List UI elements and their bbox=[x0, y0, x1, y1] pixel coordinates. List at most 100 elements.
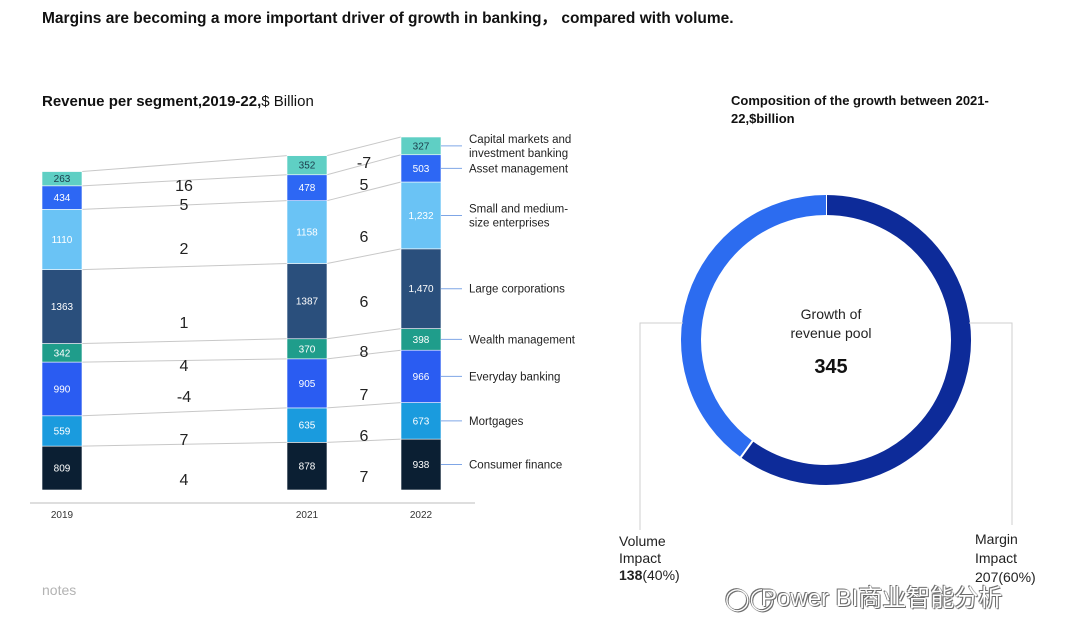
connector-line bbox=[326, 349, 402, 360]
bar-chart-title-unit: $ Billion bbox=[261, 93, 314, 110]
data-label: 503 bbox=[413, 164, 430, 175]
growth-rate-2021-2022: 6 bbox=[360, 294, 369, 311]
bar-small-and-medium-size-enterprises-2021 bbox=[286, 200, 328, 264]
data-label: 1363 bbox=[51, 302, 74, 313]
legend-label: Consumer finance bbox=[469, 460, 562, 472]
legend-label: Asset management bbox=[469, 163, 569, 175]
connector-line bbox=[81, 338, 288, 345]
bar-mortgages-2022 bbox=[400, 402, 442, 440]
volume-impact-name-1: Volume bbox=[619, 533, 666, 549]
growth-rate-2021-2022: -7 bbox=[357, 155, 371, 172]
bar-small-and-medium-size-enterprises-2019 bbox=[41, 209, 83, 270]
donut-separator bbox=[739, 439, 754, 459]
connector-line bbox=[326, 154, 402, 176]
bar-chart-title-bold: Revenue per segment,2019-22, bbox=[42, 93, 262, 110]
data-label: 1,470 bbox=[408, 284, 433, 295]
growth-rate-2019-2021: 2 bbox=[180, 241, 189, 258]
data-label: 342 bbox=[54, 348, 71, 359]
x-tick-label: 2022 bbox=[410, 510, 433, 521]
data-label: 635 bbox=[299, 421, 316, 432]
legend-label: Capital markets and investment banking bbox=[469, 134, 571, 160]
connector-line bbox=[326, 248, 402, 264]
connector-line bbox=[326, 438, 402, 443]
volume-impact-label: Volume Impact 138(40%) bbox=[619, 533, 680, 584]
legend-label: Everyday banking bbox=[469, 371, 560, 383]
margin-impact-value: 207 bbox=[975, 569, 999, 585]
data-label: 434 bbox=[54, 193, 71, 204]
connector-line bbox=[81, 200, 288, 210]
data-label: 559 bbox=[54, 426, 71, 437]
watermark-text: Power BI商业智能分析 bbox=[761, 585, 1003, 612]
connector-line bbox=[326, 181, 402, 202]
connector-line bbox=[81, 263, 288, 271]
legend-label-line: Large corporations bbox=[469, 284, 565, 296]
data-label: 1158 bbox=[296, 228, 318, 239]
data-label: 352 bbox=[299, 161, 316, 172]
data-label: 966 bbox=[413, 372, 430, 383]
growth-rate-2019-2021: 4 bbox=[180, 472, 189, 489]
data-label: 478 bbox=[299, 183, 316, 194]
data-label: 398 bbox=[413, 335, 430, 346]
watermark: ◯◯Power BI商业智能分析 bbox=[725, 578, 1002, 613]
growth-rate-2019-2021: 4 bbox=[180, 358, 189, 375]
legend-label: Large corporations bbox=[469, 284, 565, 296]
margin-impact-name-2: Impact bbox=[975, 550, 1018, 566]
margin-impact-name-1: Margin bbox=[975, 531, 1018, 547]
data-label: 878 bbox=[299, 462, 316, 473]
legend-label-line: Consumer finance bbox=[469, 460, 562, 472]
data-label: 938 bbox=[413, 460, 430, 471]
legend-label-line: Mortgages bbox=[469, 416, 524, 428]
volume-impact-value: 138 bbox=[619, 567, 643, 583]
data-label: 1110 bbox=[52, 235, 73, 246]
bar-capital-markets-and-investment-banking-2019 bbox=[41, 171, 83, 187]
bar-small-and-medium-size-enterprises-2022 bbox=[400, 181, 442, 250]
growth-rate-2021-2022: 5 bbox=[360, 177, 369, 194]
legend-label: Small and medium-size enterprises bbox=[469, 203, 568, 229]
bar-consumer-finance-2021 bbox=[286, 442, 328, 491]
data-label: 809 bbox=[54, 464, 71, 475]
legend-label-line: investment banking bbox=[469, 148, 568, 160]
growth-rate-2019-2021: 7 bbox=[180, 432, 189, 449]
data-label: 370 bbox=[299, 344, 316, 355]
connector-line bbox=[81, 174, 288, 187]
volume-impact-percent: (40%) bbox=[642, 567, 680, 583]
donut-slice-margin-impact bbox=[740, 195, 971, 485]
margin-impact-percent: (60%) bbox=[998, 569, 1036, 585]
bar-chart-title: Revenue per segment,2019-22,$ Billion bbox=[42, 93, 314, 110]
bar-large-corporations-2022 bbox=[400, 248, 442, 329]
connector-line bbox=[81, 407, 288, 417]
bar-everyday-banking-2019 bbox=[41, 361, 83, 417]
data-label: 327 bbox=[413, 141, 430, 152]
wechat-icon: ◯◯ bbox=[725, 586, 775, 611]
bar-mortgages-2019 bbox=[41, 415, 83, 447]
growth-rate-2019-2021: 1 bbox=[180, 315, 189, 332]
page-title: Margins are becoming a more important dr… bbox=[42, 10, 734, 27]
growth-rate-2021-2022: 6 bbox=[360, 229, 369, 246]
notes-label: notes bbox=[42, 582, 77, 598]
margin-leader-line bbox=[969, 322, 1013, 525]
connector-line bbox=[326, 402, 402, 409]
bar-everyday-banking-2022 bbox=[400, 349, 442, 403]
donut-total: 345 bbox=[814, 356, 848, 378]
legend-label-line: Asset management bbox=[469, 163, 569, 175]
data-label: 1,232 bbox=[408, 211, 433, 222]
growth-rate-2021-2022: 7 bbox=[360, 469, 369, 486]
donut-chart-title: Composition of the growth between 2021-2… bbox=[731, 93, 989, 126]
margin-impact-label: Margin Impact 207(60%) bbox=[975, 530, 1036, 587]
legend-label: Wealth management bbox=[469, 334, 576, 346]
legend-label-line: Capital markets and bbox=[469, 134, 571, 146]
donut-center-label: Growth of revenue pool bbox=[751, 305, 911, 343]
bar-consumer-finance-2019 bbox=[41, 445, 83, 491]
donut-center-line2: revenue pool bbox=[790, 325, 872, 341]
growth-rate-2021-2022: 7 bbox=[360, 387, 369, 404]
legend-label-line: Small and medium- bbox=[469, 203, 568, 215]
connector-line bbox=[326, 328, 402, 340]
volume-impact-name-2: Impact bbox=[619, 550, 662, 566]
x-tick-label: 2021 bbox=[296, 510, 319, 521]
data-label: 1387 bbox=[296, 297, 319, 308]
x-tick-label: 2019 bbox=[51, 510, 74, 521]
growth-rate-2019-2021: 16 bbox=[175, 178, 193, 195]
legend-label-line: Everyday banking bbox=[469, 371, 560, 383]
growth-rate-2021-2022: 6 bbox=[360, 428, 369, 445]
legend-label-line: Wealth management bbox=[469, 334, 576, 346]
